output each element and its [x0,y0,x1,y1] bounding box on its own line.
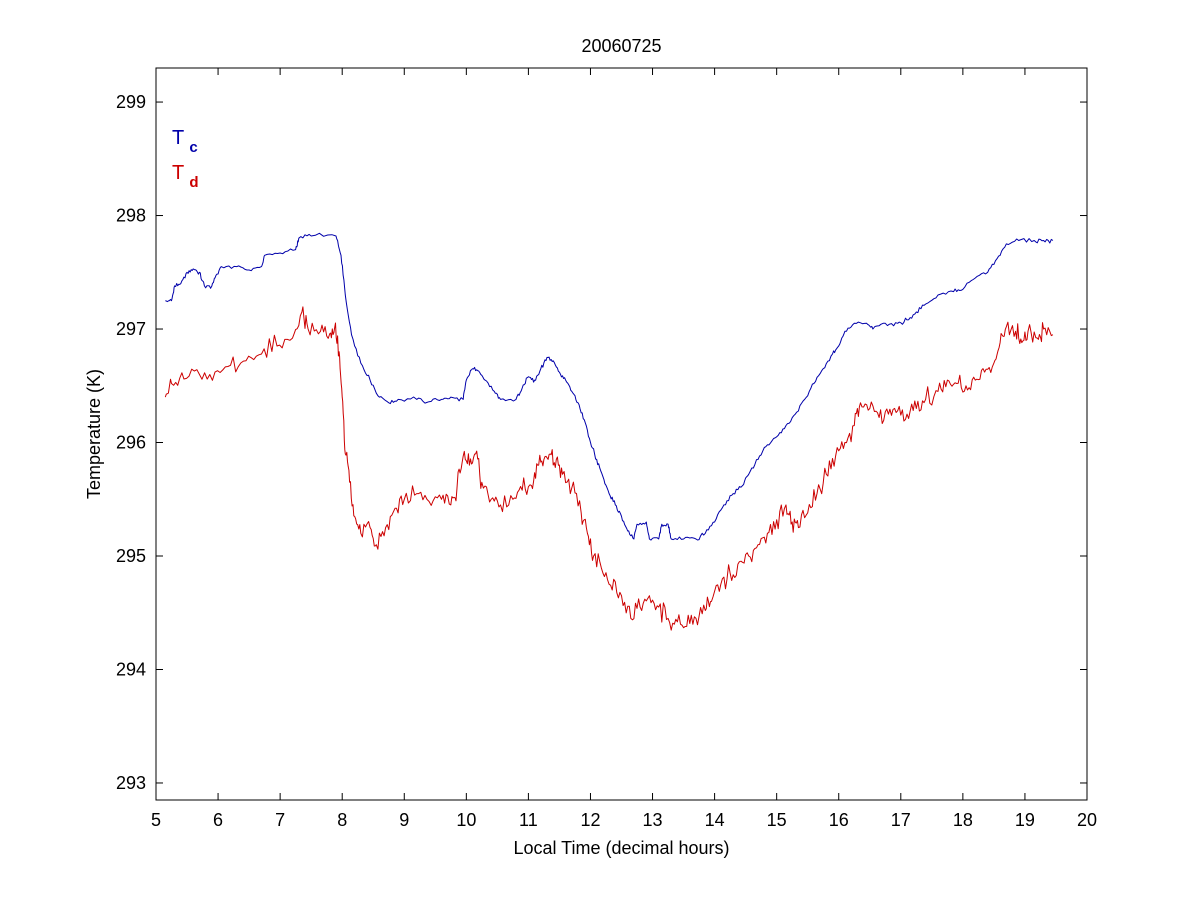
x-tick-label: 12 [580,810,600,830]
y-tick-label: 298 [116,206,146,226]
ticks-layer: 5 6 7 8 9 10 11 12 13 14 15 16 17 18 19 20 293 294 295 296 2… [116,68,1097,830]
legend-entry-tc: T c [172,127,198,156]
x-tick-label: 9 [399,810,409,830]
x-tick-label: 15 [767,810,787,830]
y-tick-label: 294 [116,659,146,679]
legend-tc-main: T [172,127,184,149]
x-tick-label: 8 [337,810,347,830]
chart-title: 20060725 [581,36,661,56]
x-tick-label: 11 [519,810,538,830]
y-tick-label: 295 [116,546,146,566]
legend-td-sub: d [189,174,198,191]
legend: T c T d [172,127,199,191]
x-tick-label: 19 [1015,810,1035,830]
x-axis-label: Local Time (decimal hours) [513,838,729,858]
series-line-td [164,306,1054,631]
legend-entry-td: T d [172,162,199,191]
x-tick-label: 20 [1077,810,1097,830]
y-tick-label: 299 [116,92,146,112]
y-tick-label: 296 [116,433,146,453]
y-tick-label: 297 [116,319,146,339]
x-tick-label: 5 [151,810,161,830]
x-tick-label: 18 [953,810,973,830]
legend-tc-sub: c [189,139,197,156]
plot-frame [155,67,1088,801]
x-tick-label: 17 [891,810,911,830]
series-layer [164,232,1054,631]
x-tick-label: 14 [705,810,725,830]
y-axis-label: Temperature (K) [84,369,104,499]
x-tick-label: 7 [275,810,285,830]
series-line-tc [165,232,1054,541]
y-tick-label: 293 [116,773,146,793]
x-tick-label: 10 [456,810,476,830]
x-tick-label: 16 [829,810,849,830]
x-tick-label: 13 [643,810,663,830]
x-tick-label: 6 [213,810,223,830]
legend-td-main: T [172,162,184,184]
